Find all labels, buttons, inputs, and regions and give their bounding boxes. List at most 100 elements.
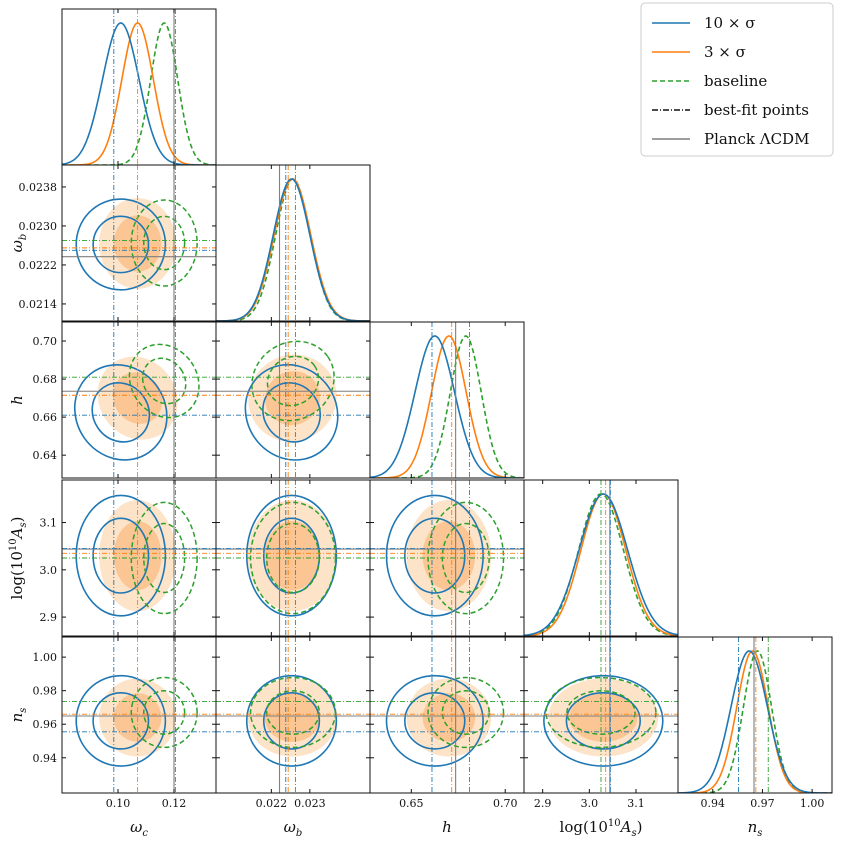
contour-baseline-inner bbox=[266, 355, 320, 407]
legend: 10 × σ 3 × σ baseline best-fit points Planck… bbox=[640, 2, 834, 157]
label-sub: b bbox=[296, 828, 302, 839]
marginal-0 bbox=[62, 22, 216, 165]
contour-10sigma-outer bbox=[245, 674, 338, 767]
label-sub: b bbox=[18, 234, 29, 240]
x-tick-label: 0.12 bbox=[162, 797, 187, 810]
contour-baseline-outer bbox=[128, 343, 200, 419]
marginal-1 bbox=[216, 178, 370, 321]
y-tick-label: 0.64 bbox=[33, 449, 58, 462]
y-tick-label: 2.9 bbox=[40, 611, 58, 624]
axis-label-omega_c: ωc bbox=[130, 818, 148, 839]
y-tick-label: 0.0238 bbox=[19, 181, 58, 194]
label-sub: s bbox=[18, 708, 29, 713]
contour-baseline-inner bbox=[265, 690, 321, 735]
label-close: ) bbox=[637, 818, 643, 836]
contour-baseline-outer bbox=[130, 676, 198, 749]
marginal-0 bbox=[370, 335, 524, 478]
panel-h-logAs bbox=[370, 480, 524, 636]
x-tick-label: 0.94 bbox=[701, 797, 726, 810]
label-main: ω bbox=[130, 818, 142, 836]
axes-frame bbox=[677, 636, 833, 794]
contour-3sigma-inner bbox=[422, 693, 476, 742]
marginal-2 bbox=[216, 178, 370, 321]
x-tick-label: 3.0 bbox=[581, 797, 599, 810]
axis-label-omega_b: ωb bbox=[8, 234, 29, 253]
contour-10sigma-outer bbox=[75, 198, 167, 291]
contour-baseline-outer bbox=[427, 676, 505, 749]
contour-baseline-outer bbox=[251, 340, 335, 422]
panel-omega_c-omega_c bbox=[62, 9, 216, 165]
y-tick-label: 0.0222 bbox=[19, 259, 58, 272]
label-main: log(10 bbox=[560, 818, 608, 836]
axes-frame bbox=[215, 164, 371, 322]
axes-frame bbox=[523, 479, 679, 637]
contour-3sigma-inner bbox=[113, 521, 162, 591]
x-tick-label: 0.65 bbox=[399, 797, 424, 810]
label-main: n bbox=[8, 713, 26, 723]
contour-baseline-outer bbox=[249, 676, 337, 749]
legend-box bbox=[640, 2, 834, 157]
label-sub: s bbox=[757, 828, 762, 839]
panel-omega_b-ns bbox=[216, 637, 370, 793]
panel-logAs-ns bbox=[524, 637, 678, 793]
label-main: n bbox=[748, 818, 758, 836]
label-close: ) bbox=[8, 517, 26, 523]
contour-baseline-outer bbox=[130, 199, 198, 287]
axes-frame bbox=[369, 321, 525, 479]
label-main: h bbox=[442, 818, 452, 836]
y-tick-label: 0.0230 bbox=[19, 220, 58, 233]
contour-10sigma-inner bbox=[91, 382, 151, 443]
contour-3sigma-inner bbox=[264, 693, 321, 742]
x-tick-label: 0.97 bbox=[750, 797, 775, 810]
x-tick-label: 2.9 bbox=[534, 797, 552, 810]
y-tick-label: 0.66 bbox=[33, 411, 58, 424]
label-tail: A bbox=[619, 818, 632, 836]
y-tick-label: 3.1 bbox=[40, 517, 58, 530]
label-sub: s bbox=[631, 828, 636, 839]
marginal-0 bbox=[678, 650, 832, 793]
x-tick-label: 0.022 bbox=[256, 797, 288, 810]
contour-baseline-inner bbox=[441, 690, 490, 735]
legend-label: 10 × σ bbox=[704, 14, 755, 32]
contour-10sigma-inner bbox=[92, 517, 150, 594]
panel-omega_c-ns bbox=[62, 637, 216, 793]
contour-10sigma-inner bbox=[262, 692, 321, 750]
marginal-2 bbox=[370, 335, 524, 478]
label-sub: s bbox=[18, 522, 29, 527]
contour-baseline-outer bbox=[130, 501, 198, 615]
legend-label: baseline bbox=[704, 72, 767, 90]
axis-label-ns: ns bbox=[748, 818, 763, 839]
panel-omega_b-logAs bbox=[216, 480, 370, 636]
contour-baseline-inner bbox=[143, 215, 186, 271]
contour-10sigma-outer bbox=[244, 363, 339, 461]
contour-10sigma-outer bbox=[385, 674, 484, 767]
marginal-2 bbox=[62, 22, 216, 165]
axis-label-logAs: log(1010As) bbox=[8, 517, 29, 600]
contour-10sigma-outer bbox=[245, 494, 338, 617]
panel-omega_b-omega_b bbox=[216, 165, 370, 321]
marginal-1 bbox=[678, 650, 832, 793]
contour-10sigma-outer bbox=[75, 494, 167, 617]
contour-baseline-inner bbox=[141, 357, 187, 405]
y-tick-label: 0.68 bbox=[33, 373, 58, 386]
axis-label-ns: ns bbox=[8, 708, 29, 723]
marginal-1 bbox=[370, 335, 524, 478]
panel-h-h bbox=[370, 322, 524, 478]
marginal-0 bbox=[216, 178, 370, 321]
label-tail: A bbox=[8, 527, 26, 540]
x-tick-label: 0.023 bbox=[294, 797, 326, 810]
legend-label: best-fit points bbox=[704, 101, 809, 119]
x-tick-label: 0.10 bbox=[106, 797, 131, 810]
contour-3sigma-inner bbox=[264, 521, 321, 591]
contour-10sigma-inner bbox=[92, 215, 150, 274]
y-tick-label: 0.94 bbox=[33, 752, 58, 765]
legend-label: 3 × σ bbox=[704, 43, 746, 61]
contour-3sigma-inner bbox=[113, 215, 162, 272]
contour-10sigma-inner bbox=[404, 692, 466, 750]
contour-baseline-inner bbox=[143, 690, 186, 735]
label-sub: c bbox=[142, 828, 148, 839]
x-tick-label: 1.00 bbox=[800, 797, 825, 810]
marginal-2 bbox=[678, 650, 832, 793]
axis-label-h: h bbox=[442, 818, 452, 836]
